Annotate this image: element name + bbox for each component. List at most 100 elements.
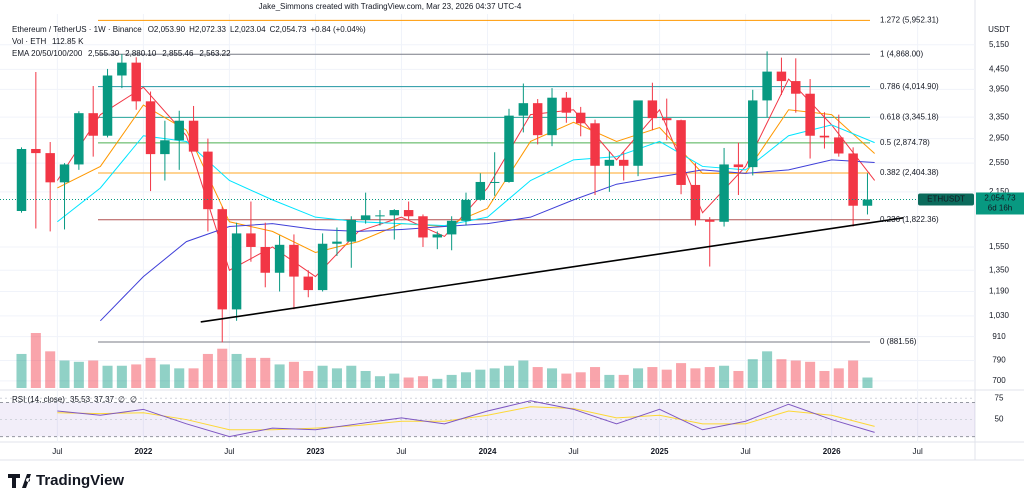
fib-label: 0.5 (2,874.78) xyxy=(880,138,930,147)
logo-icon xyxy=(8,474,31,488)
volume-bar xyxy=(159,364,170,388)
price-tag: 2,054.73 xyxy=(984,194,1016,203)
candle-body xyxy=(375,215,385,217)
candle-body xyxy=(461,199,471,221)
y-tick-label: 1,190 xyxy=(989,287,1010,296)
candle-body xyxy=(160,140,170,155)
ema-value: 2,563.22 xyxy=(199,49,231,58)
rsi-ma-value: 37.37 xyxy=(94,395,115,404)
volume-bar xyxy=(303,370,314,388)
volume-bar xyxy=(116,365,127,388)
candle-body xyxy=(346,219,357,242)
candle-body xyxy=(805,93,815,136)
volume-bar xyxy=(360,370,371,388)
candle-body xyxy=(332,241,342,244)
candle-body xyxy=(633,100,643,166)
marks xyxy=(0,14,975,442)
candle-body xyxy=(819,135,830,138)
candle-body xyxy=(418,216,428,238)
volume-bar xyxy=(633,368,644,388)
ohlc: 2,023.04 xyxy=(234,25,266,34)
rsi-extra: ∅ xyxy=(118,395,125,404)
y-tick-label: 1,350 xyxy=(989,265,1010,274)
volume-bar xyxy=(346,365,357,388)
volume-bar xyxy=(403,377,414,388)
candle-body xyxy=(834,137,844,154)
fib-label: 0.618 (3,345.18) xyxy=(880,113,939,122)
volume-bar xyxy=(819,370,830,388)
logo-text: TradingView xyxy=(36,472,124,489)
ohlc: C xyxy=(270,25,276,34)
volume-bar xyxy=(374,376,385,388)
volume-bar xyxy=(489,368,500,388)
candle-body xyxy=(791,81,801,94)
rsi-value: 35.53 xyxy=(70,395,91,404)
volume-bar xyxy=(532,367,543,388)
ohlc: +0.84 (+0.04%) xyxy=(311,25,366,34)
volume-bar xyxy=(131,364,142,388)
candle-body xyxy=(88,113,98,136)
x-tick-label: 2025 xyxy=(651,447,669,456)
candle-body xyxy=(762,71,772,101)
candle-body xyxy=(446,220,457,235)
countdown: 6d 16h xyxy=(988,204,1012,213)
candle-body xyxy=(360,215,371,220)
candle-body xyxy=(231,233,242,310)
candle-body xyxy=(676,120,686,185)
y-tick-label: 2,150 xyxy=(989,187,1010,196)
candle-body xyxy=(174,120,184,141)
volume-bar xyxy=(676,363,687,388)
candle-body xyxy=(504,115,514,182)
candle-body xyxy=(733,164,744,168)
candle-body xyxy=(217,209,227,310)
symbol: Ethereum / TetherUS · 1W · Binance xyxy=(12,25,142,34)
candle-body xyxy=(203,151,213,210)
volume-bar xyxy=(733,370,744,388)
volume-bar xyxy=(661,369,672,388)
credit: Jake_Simmons created with TradingView.co… xyxy=(259,2,522,11)
volume-bar xyxy=(805,361,816,388)
volume-bar xyxy=(30,333,41,388)
candle-body xyxy=(719,164,729,222)
volume-bar xyxy=(231,353,242,388)
x-tick-label: 2023 xyxy=(307,447,325,456)
ema-value: 2,880.10 xyxy=(125,49,157,58)
symbol-tag-bg xyxy=(918,193,974,206)
ema-value: 2,855.46 xyxy=(162,49,194,58)
candle-body xyxy=(188,120,199,152)
candle-body xyxy=(31,148,41,154)
y-tick-label: 3,350 xyxy=(989,112,1010,121)
ema-line xyxy=(100,159,875,322)
volume-bar xyxy=(618,374,629,388)
x-tick-label: Jul xyxy=(396,447,406,456)
price-tag-bg xyxy=(976,192,1024,215)
volume-bar xyxy=(317,365,328,388)
ohlc: H xyxy=(189,25,195,34)
candle-body xyxy=(432,234,443,238)
candle-body xyxy=(475,181,486,200)
candle-body xyxy=(102,75,113,136)
volume-bar xyxy=(776,359,787,388)
x-tick-label: Jul xyxy=(913,447,923,456)
candle-body xyxy=(260,246,270,273)
candle-body xyxy=(776,71,787,82)
y-tick-label: 1,030 xyxy=(989,311,1010,320)
volume-bar xyxy=(88,360,99,388)
candle-body xyxy=(145,101,156,155)
rsi-tick-label: 50 xyxy=(995,415,1004,424)
volume-bar xyxy=(432,378,443,388)
fib-label: 0.382 (2,404.38) xyxy=(880,168,939,177)
ohlc: L xyxy=(230,25,235,34)
candle-body xyxy=(74,113,84,165)
trendline xyxy=(200,217,904,323)
volume-bar xyxy=(217,348,228,388)
rsi-extra: ∅ xyxy=(130,395,137,404)
volume-bar xyxy=(446,374,457,388)
y-tick-label: 4,450 xyxy=(989,64,1010,73)
ohlc: 2,072.33 xyxy=(195,25,227,34)
candle-body xyxy=(590,123,600,166)
ohlc: 2,053.90 xyxy=(154,25,186,34)
rsi-line xyxy=(57,400,875,438)
volume-bar xyxy=(747,359,758,388)
